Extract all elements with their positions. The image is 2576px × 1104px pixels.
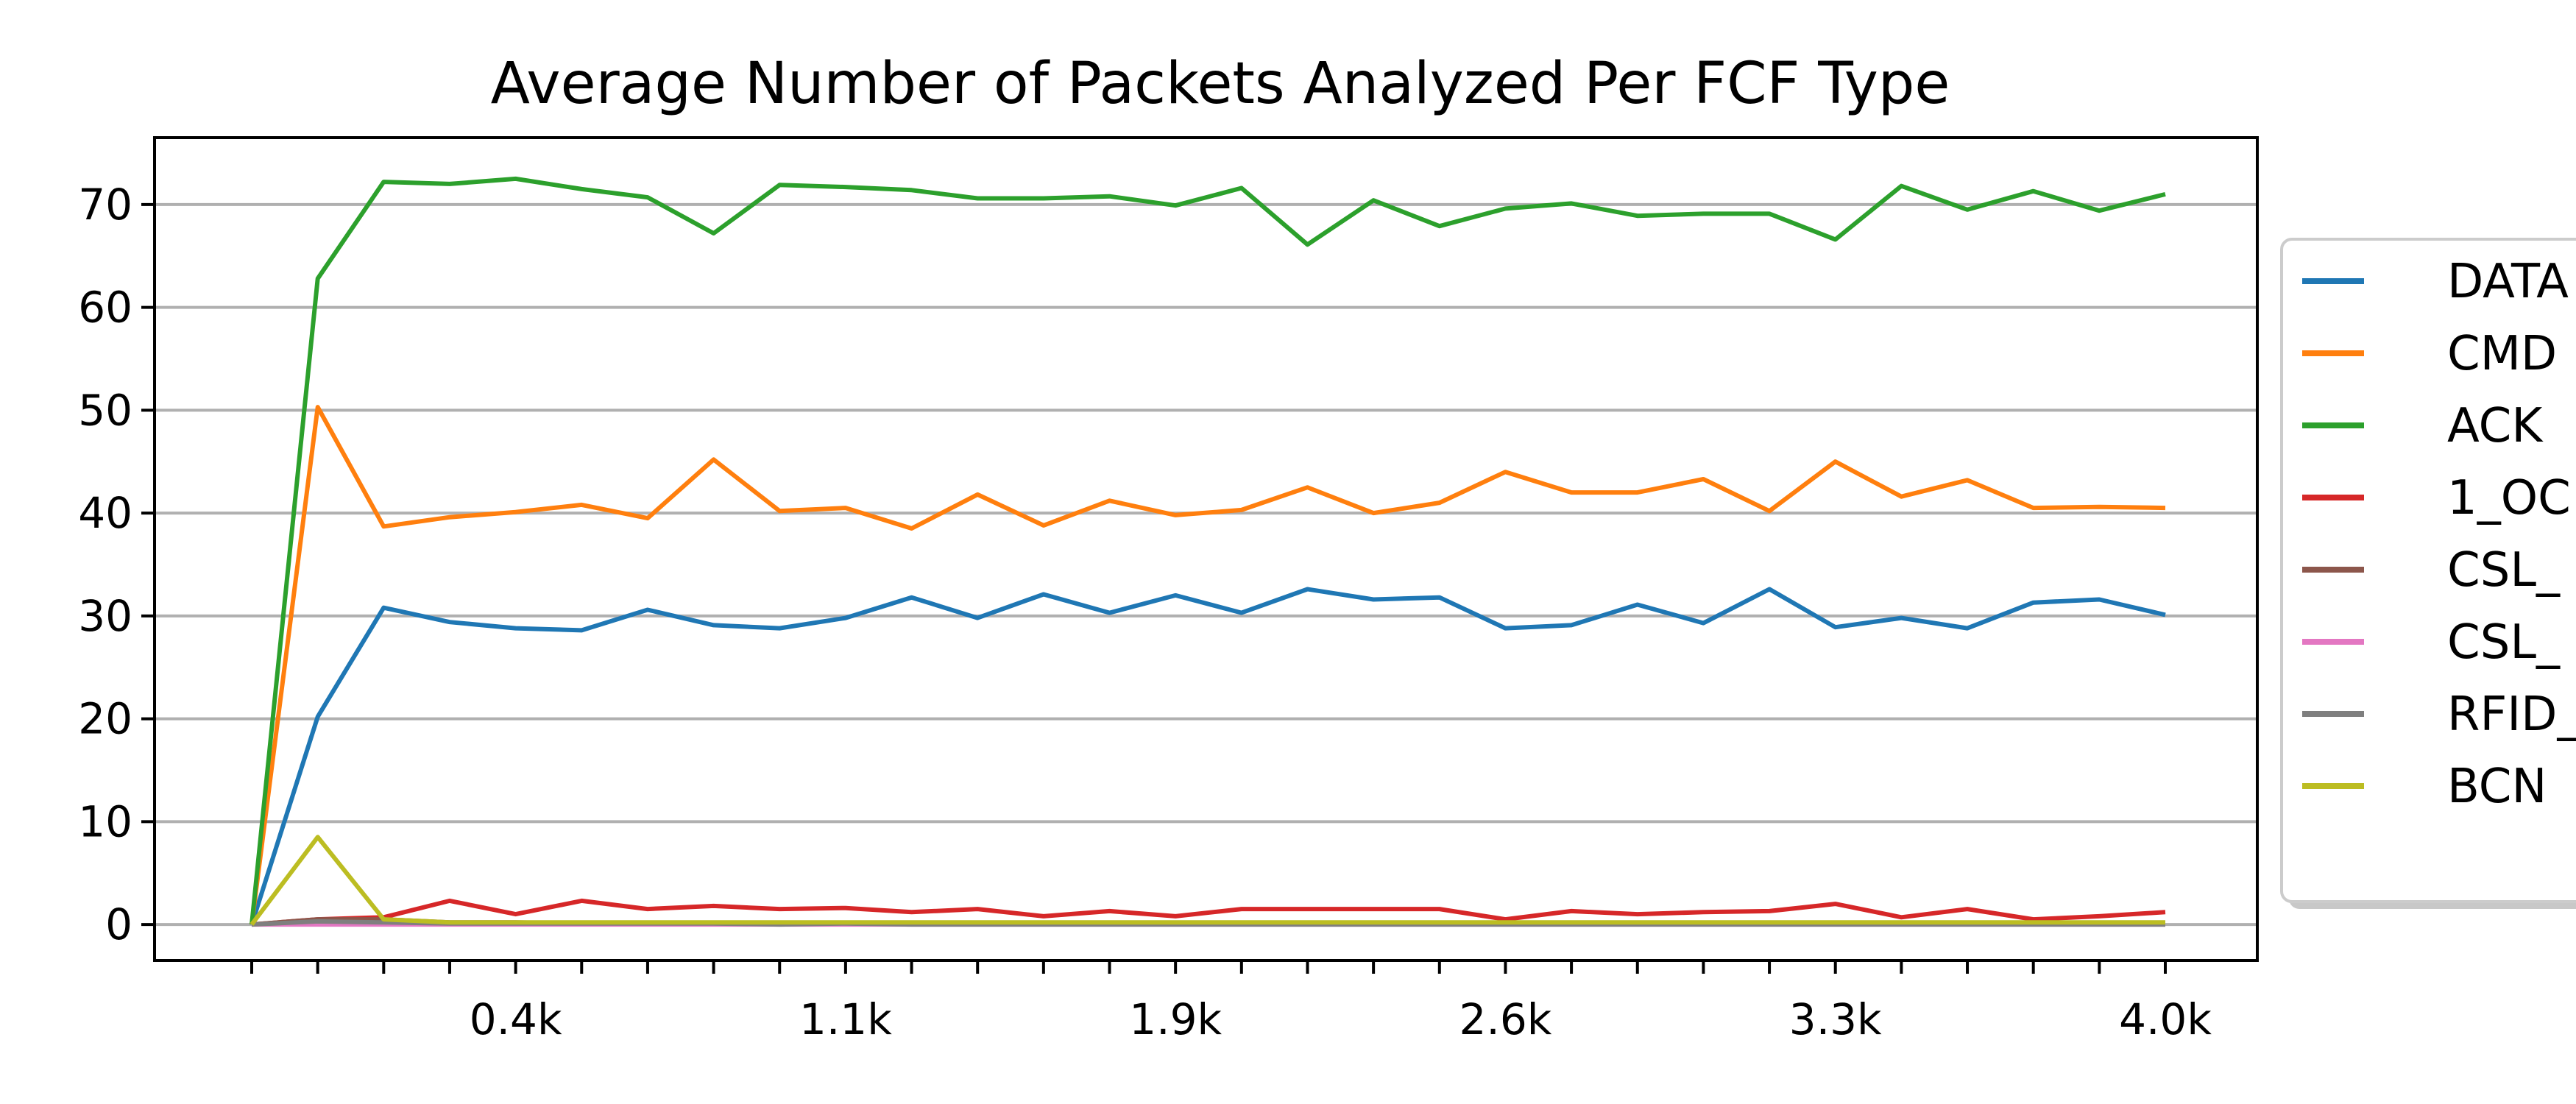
- series-line-7: [250, 835, 2165, 926]
- x-tick-label: 0.4k: [470, 994, 562, 1044]
- legend-box: [2280, 238, 2576, 903]
- legend-label: CSL_: [2447, 615, 2561, 670]
- y-tick-label: 60: [78, 283, 132, 333]
- legend-label: 1_OC: [2447, 471, 2571, 526]
- legend-label: CMD: [2447, 327, 2557, 381]
- y-tick-label: 40: [78, 488, 132, 538]
- y-axis: 0 10 20 30 40 50 60 70: [78, 180, 155, 949]
- y-tick-label: 20: [78, 694, 132, 744]
- x-tick-label: 3.3k: [1789, 994, 1882, 1044]
- y-tick-label: 70: [78, 180, 132, 230]
- series-lines: [250, 176, 2166, 927]
- legend-label: BCN: [2447, 760, 2547, 814]
- x-tick-label: 1.1k: [799, 994, 892, 1044]
- legend: DATA CMD ACK 1_OC CSL_ CSL_ RFID_ BCN: [2280, 238, 2576, 909]
- legend-label: DATA: [2447, 255, 2569, 309]
- x-tick-label: 4.0k: [2119, 994, 2212, 1044]
- chart-title: Average Number of Packets Analyzed Per F…: [491, 51, 1950, 117]
- x-tick-label: 2.6k: [1459, 994, 1552, 1044]
- legend-label: ACK: [2447, 399, 2544, 453]
- series-line-2: [250, 176, 2166, 925]
- y-tick-label: 0: [105, 899, 132, 949]
- y-tick-label: 30: [78, 591, 132, 641]
- series-line-0: [250, 587, 2166, 926]
- plot-frame: [153, 136, 2259, 962]
- x-tick-label: 1.9k: [1129, 994, 1222, 1044]
- legend-label: CSL_: [2447, 543, 2561, 598]
- x-axis: 0.4k 1.1k 1.9k 2.6k 3.3k 4.0k: [250, 960, 2212, 1044]
- gridlines: [155, 202, 2257, 927]
- series-line-3: [251, 898, 2166, 927]
- y-tick-label: 50: [78, 385, 132, 435]
- y-tick-label: 10: [78, 796, 132, 846]
- legend-label: RFID_: [2447, 687, 2576, 742]
- series-line-1: [250, 405, 2166, 925]
